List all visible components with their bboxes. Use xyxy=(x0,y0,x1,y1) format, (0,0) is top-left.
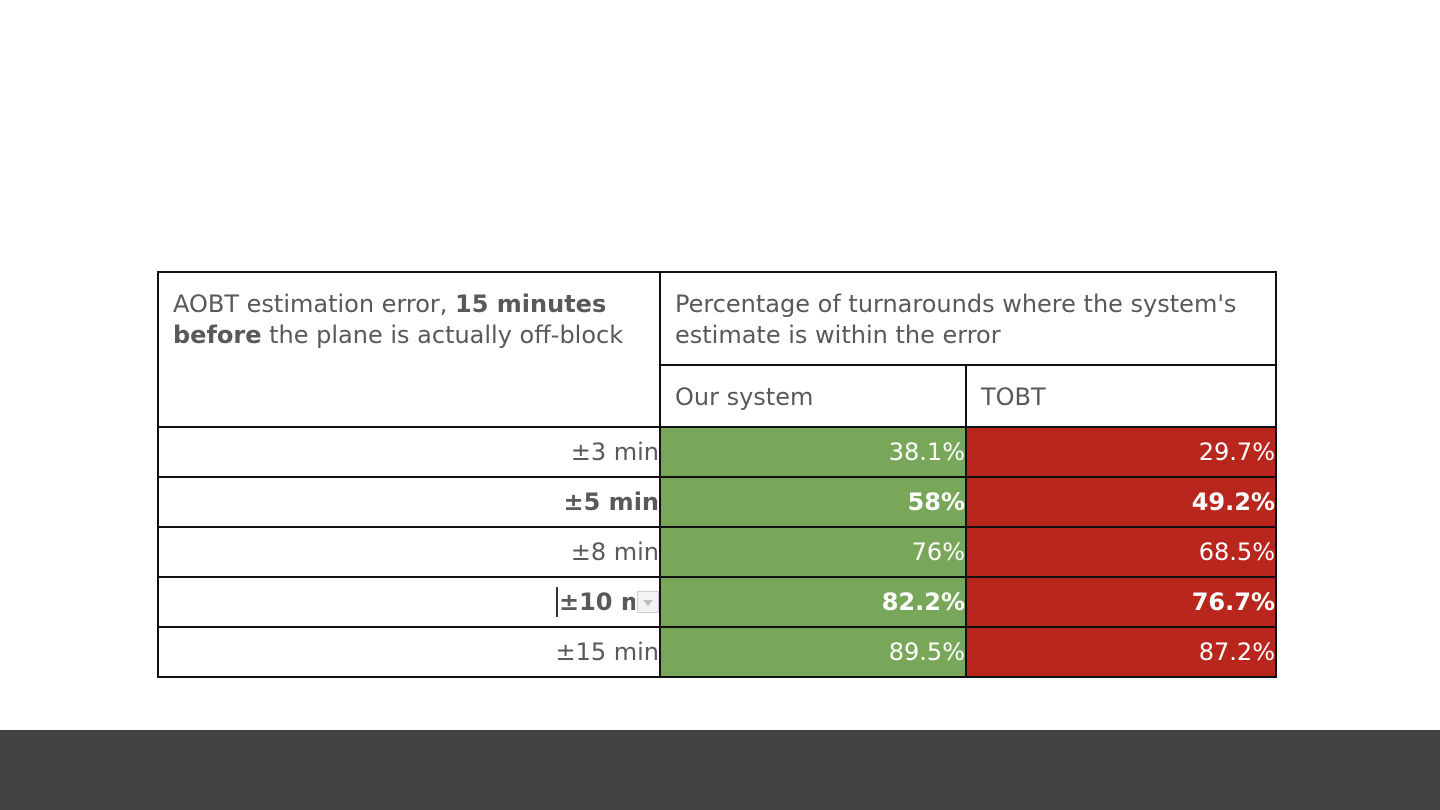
table-row: ±15 min 89.5% 87.2% xyxy=(157,626,1277,678)
table-subheader-row: Our system TOBT xyxy=(158,364,1277,428)
results-table: AOBT estimation error, 15 minutes before… xyxy=(157,271,1277,678)
text-cursor xyxy=(556,587,558,617)
row-label-cell[interactable]: ±5 min xyxy=(157,476,661,528)
our-system-value-cell[interactable]: 38.1% xyxy=(659,426,967,478)
header-error-text: AOBT estimation error, 15 minutes before… xyxy=(160,274,658,351)
tobt-value: 76.7% xyxy=(1191,588,1275,616)
tobt-value: 49.2% xyxy=(1191,488,1275,516)
header-cell-error[interactable]: AOBT estimation error, 15 minutes before… xyxy=(157,271,661,428)
tobt-value: 29.7% xyxy=(1198,438,1275,466)
our-system-value: 38.1% xyxy=(888,438,965,466)
row-label-cell[interactable]: ±15 min xyxy=(157,626,661,678)
table-row: ±3 min 38.1% 29.7% xyxy=(157,426,1277,478)
header-percentage-text: Percentage of turnarounds where the syst… xyxy=(675,290,1237,349)
col-tobt-label: TOBT xyxy=(981,383,1046,411)
header-error-suffix: the plane is actually off-block xyxy=(261,321,624,349)
tobt-value-cell[interactable]: 87.2% xyxy=(965,626,1277,678)
tobt-value-cell[interactable]: 49.2% xyxy=(965,476,1277,528)
row-label-cell[interactable]: ±8 min xyxy=(157,526,661,578)
tobt-value: 68.5% xyxy=(1198,538,1275,566)
our-system-value: 82.2% xyxy=(881,588,965,616)
tobt-value-cell[interactable]: 76.7% xyxy=(965,576,1277,628)
slide-canvas: AOBT estimation error, 15 minutes before… xyxy=(157,271,1277,678)
row-label: ±15 min xyxy=(555,638,659,666)
header-cell-our-system[interactable]: Our system xyxy=(659,364,967,428)
our-system-value-cell[interactable]: 58% xyxy=(659,476,967,528)
our-system-value-cell[interactable]: 82.2% xyxy=(659,576,967,628)
tobt-value-cell[interactable]: 29.7% xyxy=(965,426,1277,478)
row-label-editor: ±10 min xyxy=(556,587,658,617)
row-label-cell[interactable]: ±3 min xyxy=(157,426,661,478)
footer-bar xyxy=(0,730,1440,810)
row-label-cell-active[interactable]: ±10 min xyxy=(157,576,661,628)
table-row: ±5 min 58% 49.2% xyxy=(157,476,1277,528)
tobt-value-cell[interactable]: 68.5% xyxy=(965,526,1277,578)
header-cell-percentage[interactable]: Percentage of turnarounds where the syst… xyxy=(659,271,1277,366)
table-row-selected: ±10 min 82.2% 76.7% xyxy=(157,576,1277,628)
table-header-row: AOBT estimation error, 15 minutes before… xyxy=(157,271,1277,428)
header-error-bold: 15 minutes before xyxy=(173,290,607,349)
row-label: ±10 min xyxy=(559,588,635,616)
table-row: ±8 min 76% 68.5% xyxy=(157,526,1277,578)
our-system-value: 58% xyxy=(907,488,965,516)
col-our-system-label: Our system xyxy=(675,383,814,411)
our-system-value: 89.5% xyxy=(888,638,965,666)
row-label: ±3 min xyxy=(570,438,659,466)
header-error-prefix: AOBT estimation error, xyxy=(173,290,456,318)
chevron-down-icon[interactable] xyxy=(637,591,658,613)
our-system-value: 76% xyxy=(911,538,965,566)
our-system-value-cell[interactable]: 76% xyxy=(659,526,967,578)
tobt-value: 87.2% xyxy=(1198,638,1275,666)
our-system-value-cell[interactable]: 89.5% xyxy=(659,626,967,678)
row-label: ±5 min xyxy=(563,488,659,516)
header-cell-tobt[interactable]: TOBT xyxy=(965,364,1277,428)
row-label: ±8 min xyxy=(570,538,659,566)
